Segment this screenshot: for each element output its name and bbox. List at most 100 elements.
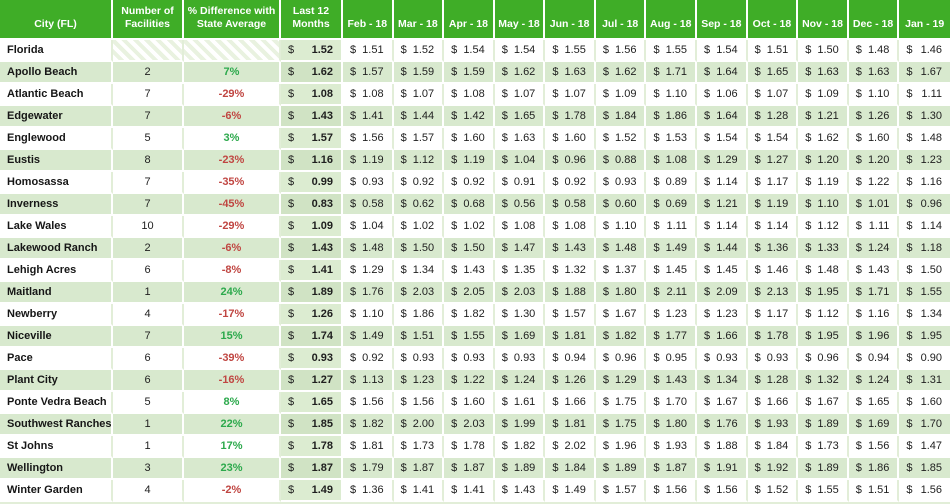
currency-symbol: $ bbox=[451, 154, 458, 166]
price-value: 1.89 bbox=[817, 462, 839, 474]
price-value: 1.52 bbox=[412, 44, 435, 56]
monthly-price: $1.65 bbox=[494, 106, 546, 128]
currency-symbol: $ bbox=[552, 330, 559, 342]
price-value: 1.56 bbox=[867, 440, 890, 452]
price-value: 1.67 bbox=[817, 396, 839, 408]
monthly-price: $1.23 bbox=[697, 304, 748, 326]
monthly-price: $1.04 bbox=[494, 150, 546, 172]
currency-symbol: $ bbox=[653, 242, 660, 254]
price-value: 1.22 bbox=[867, 176, 890, 188]
monthly-price: $1.12 bbox=[798, 304, 849, 326]
column-header-dec-18: Dec - 18 bbox=[848, 0, 900, 40]
monthly-price: $1.45 bbox=[646, 260, 698, 282]
pct-difference: -6% bbox=[184, 238, 281, 260]
monthly-price: $1.10 bbox=[343, 304, 394, 326]
price-value: 1.89 bbox=[817, 418, 839, 430]
price-value: 2.13 bbox=[766, 286, 789, 298]
currency-symbol: $ bbox=[653, 88, 660, 100]
table-row-wellington: Wellington 3 23% $1.87 $1.79 $1.87 $1.87 $1.89 $… bbox=[0, 458, 950, 480]
price-value: 1.76 bbox=[716, 418, 738, 430]
price-value: 1.02 bbox=[412, 220, 435, 232]
currency-symbol: $ bbox=[906, 110, 913, 122]
monthly-price: $1.54 bbox=[494, 40, 546, 62]
monthly-price: $1.86 bbox=[393, 304, 445, 326]
currency-symbol: $ bbox=[805, 242, 812, 254]
currency-symbol: $ bbox=[805, 176, 812, 188]
pct-difference bbox=[184, 40, 281, 62]
price-value: 1.60 bbox=[920, 396, 942, 408]
price-value: 0.58 bbox=[564, 198, 586, 210]
monthly-price: $1.88 bbox=[545, 282, 596, 304]
price-value: 1.43 bbox=[463, 264, 485, 276]
monthly-price: $1.42 bbox=[444, 106, 495, 128]
currency-symbol: $ bbox=[805, 374, 812, 386]
currency-symbol: $ bbox=[451, 110, 458, 122]
price-value: 1.10 bbox=[615, 220, 637, 232]
price-value: 1.08 bbox=[665, 154, 688, 166]
monthly-price: $1.27 bbox=[747, 150, 799, 172]
monthly-price: $1.08 bbox=[343, 84, 394, 106]
currency-symbol: $ bbox=[704, 44, 711, 56]
currency-symbol: $ bbox=[906, 264, 913, 276]
currency-symbol: $ bbox=[653, 220, 660, 232]
last-12-months-price: $1.43 bbox=[281, 238, 343, 260]
monthly-price: $1.96 bbox=[848, 326, 900, 348]
price-value: 1.35 bbox=[513, 264, 536, 276]
currency-symbol: $ bbox=[704, 198, 711, 210]
currency-symbol: $ bbox=[704, 264, 711, 276]
price-value: 0.93 bbox=[463, 352, 485, 364]
currency-symbol: $ bbox=[400, 462, 407, 474]
currency-symbol: $ bbox=[400, 308, 407, 320]
monthly-price: $1.29 bbox=[595, 370, 647, 392]
price-value: 1.23 bbox=[412, 374, 435, 386]
currency-symbol: $ bbox=[855, 198, 862, 210]
currency-symbol: $ bbox=[805, 484, 812, 496]
monthly-price: $1.36 bbox=[343, 480, 394, 502]
monthly-price: $1.95 bbox=[798, 326, 849, 348]
currency-symbol: $ bbox=[653, 352, 660, 364]
last-12-months-price: $1.74 bbox=[281, 326, 343, 348]
currency-symbol: $ bbox=[602, 352, 610, 364]
currency-symbol: $ bbox=[754, 154, 761, 166]
monthly-price: $1.60 bbox=[444, 128, 495, 150]
price-value: 1.84 bbox=[615, 110, 637, 122]
price-value: 1.82 bbox=[513, 440, 536, 452]
currency-symbol: $ bbox=[501, 484, 508, 496]
price-value: 1.95 bbox=[817, 330, 839, 342]
price-value: 1.99 bbox=[513, 418, 536, 430]
monthly-price: $1.81 bbox=[545, 326, 596, 348]
facility-count: 1 bbox=[113, 414, 184, 436]
price-value: 1.77 bbox=[665, 330, 688, 342]
monthly-price: $1.49 bbox=[343, 326, 394, 348]
monthly-price: $0.93 bbox=[444, 348, 495, 370]
currency-symbol: $ bbox=[552, 220, 559, 232]
price-value: 1.84 bbox=[564, 462, 586, 474]
currency-symbol: $ bbox=[552, 176, 559, 188]
price-value: 0.93 bbox=[615, 176, 637, 188]
price-value: 1.54 bbox=[716, 132, 738, 144]
price-value: 1.49 bbox=[362, 330, 384, 342]
facility-count: 7 bbox=[113, 326, 184, 348]
currency-symbol: $ bbox=[552, 44, 559, 56]
price-value: 1.51 bbox=[867, 484, 890, 496]
currency-symbol: $ bbox=[501, 242, 508, 254]
price-value: 1.67 bbox=[920, 66, 942, 78]
currency-symbol: $ bbox=[805, 132, 812, 144]
monthly-price: $1.84 bbox=[595, 106, 647, 128]
price-value: 1.36 bbox=[766, 242, 789, 254]
currency-symbol: $ bbox=[754, 418, 761, 430]
monthly-price: $1.70 bbox=[899, 414, 950, 436]
currency-symbol: $ bbox=[602, 308, 610, 320]
monthly-price: $1.41 bbox=[343, 106, 394, 128]
table-row-edgewater: Edgewater 7 -6% $1.43 $1.41 $1.44 $1.42 $1.65 $1… bbox=[0, 106, 950, 128]
currency-symbol: $ bbox=[855, 264, 862, 276]
currency-symbol: $ bbox=[906, 242, 913, 254]
price-value: 1.92 bbox=[766, 462, 789, 474]
price-value: 1.70 bbox=[920, 418, 942, 430]
price-value: 1.50 bbox=[817, 44, 839, 56]
monthly-price: $1.57 bbox=[595, 480, 647, 502]
currency-symbol: $ bbox=[602, 88, 610, 100]
price-value: 1.29 bbox=[362, 264, 384, 276]
price-value: 1.20 bbox=[817, 154, 839, 166]
currency-symbol: $ bbox=[855, 88, 862, 100]
